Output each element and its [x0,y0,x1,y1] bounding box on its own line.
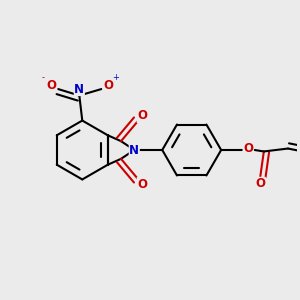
Text: N: N [129,143,139,157]
Text: O: O [137,178,147,190]
Text: -: - [41,74,44,82]
Text: O: O [103,79,113,92]
Text: O: O [255,177,265,190]
Text: O: O [137,110,147,122]
Text: +: + [112,74,119,82]
Text: O: O [47,79,57,92]
Text: O: O [243,142,253,155]
Text: N: N [74,82,84,96]
